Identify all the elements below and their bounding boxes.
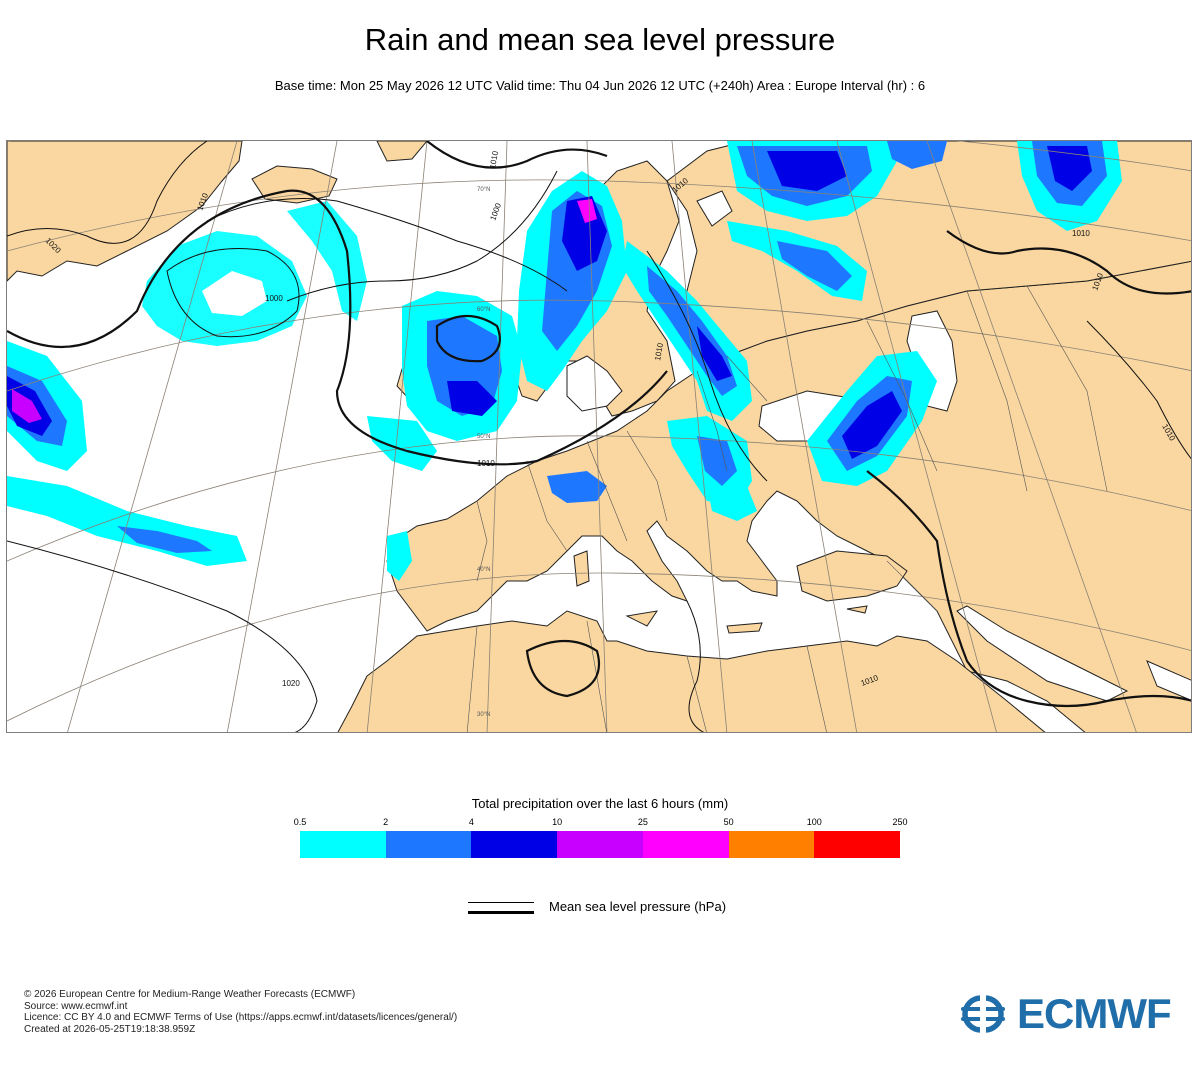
msl-line-thin — [468, 902, 534, 903]
precip-iceland-band — [287, 201, 367, 321]
isobar-thick-1010-north — [426, 141, 608, 169]
legend-swatch — [385, 831, 472, 858]
precip-greece — [707, 486, 757, 521]
footer-created: Created at 2026-05-25T19:18:38.959Z — [24, 1023, 196, 1035]
sea-caspian — [906, 310, 958, 412]
country-borders — [466, 285, 1108, 732]
map-svg: 1010 1010 1000 1010 1020 1000 1010 1010 … — [7, 141, 1191, 732]
land-crete — [726, 622, 763, 634]
precip-uk-low-navy — [447, 381, 497, 416]
footer-credits: © 2026 European Centre for Medium-Range … — [24, 989, 457, 1035]
legend-tick: 50 — [723, 817, 734, 827]
legend-tick: 0.5 — [293, 817, 307, 827]
isobar-label: 1000 — [488, 201, 503, 221]
legend-tick: 10 — [552, 817, 563, 827]
latitude-label: 50°N — [477, 434, 490, 440]
isobar-label: 1000 — [265, 294, 283, 303]
precip-ne-corner-navy — [1047, 146, 1092, 191]
precip-norway-magenta — [577, 199, 597, 223]
isobar-label: 1010 — [477, 459, 495, 468]
footer-licence: Licence: CC BY 4.0 and ECMWF Terms of Us… — [24, 1012, 458, 1023]
precip-russia-north-navy — [767, 151, 847, 191]
land-svalbard — [376, 141, 428, 162]
isobar-thin-1000 — [166, 248, 300, 338]
legend-swatch — [300, 831, 386, 858]
precip-nw-russia — [887, 141, 947, 169]
land-sicily — [625, 610, 659, 627]
precip-iberia-west — [387, 531, 412, 581]
ecmwf-logo-text: ECMWF — [1017, 990, 1172, 1037]
precipitation-layer — [7, 141, 1122, 581]
land-cyprus — [846, 605, 868, 614]
sea-white-sea — [696, 190, 733, 227]
legend-ticks: 0.5 2 4 10 25 50 100 250 — [294, 817, 908, 829]
legend-tick: 25 — [637, 817, 648, 827]
forecast-map[interactable]: 1010 1010 1000 1010 1020 1000 1010 1010 … — [6, 140, 1192, 733]
ecmwf-logo-icon — [961, 994, 1005, 1034]
legend-title: Total precipitation over the last 6 hour… — [471, 796, 729, 811]
latitude-label: 30°N — [477, 712, 490, 718]
land-iceland — [251, 165, 338, 204]
precip-atlantic-band — [7, 476, 247, 566]
legend-tick: 2 — [383, 817, 389, 827]
legend-tick: 250 — [892, 817, 908, 827]
legend-swatch — [728, 831, 815, 858]
latitude-label: 60°N — [477, 307, 490, 313]
precip-west-atlantic-magenta — [12, 389, 42, 423]
footer-source: Source: www.ecmwf.int — [24, 1000, 128, 1012]
isobar-thick-1010-ne — [946, 230, 1191, 295]
precip-alps — [547, 471, 607, 503]
legend-swatch — [814, 831, 901, 858]
legend-swatch — [471, 831, 558, 858]
footer-copyright: © 2026 European Centre for Medium-Range … — [24, 989, 356, 1000]
legend-tick: 100 — [806, 817, 822, 827]
isobar-thin-sahara — [686, 600, 705, 732]
precip-atlantic-low-inner — [202, 271, 267, 316]
isobars — [7, 141, 1191, 732]
graticule — [7, 141, 1191, 732]
sea-persian-gulf — [1146, 660, 1191, 701]
precip-balkans-blue — [697, 436, 737, 486]
legend-color-bar — [300, 831, 901, 858]
precip-channel — [367, 416, 437, 471]
isobar-thin-east — [646, 250, 768, 482]
isobar-thin-1010-central — [206, 198, 568, 292]
land-north-africa — [337, 610, 1046, 732]
chart-title: Rain and mean sea level pressure — [364, 22, 836, 57]
sea-red-sea — [956, 605, 1129, 702]
legend-swatch — [557, 831, 643, 858]
sea-baltic — [566, 355, 623, 412]
msl-legend-label: Mean sea level pressure (hPa) — [549, 899, 727, 914]
land-sardinia — [573, 550, 590, 587]
land-mainland-europe — [386, 260, 1191, 732]
isobar-thick-1010-west — [7, 189, 668, 466]
isobar-thin-far-east — [1086, 320, 1191, 460]
precip-eastern-europe-navy — [697, 326, 732, 381]
isobar-thick-africa — [525, 640, 601, 698]
precip-russia-central-blue — [777, 241, 852, 291]
isobar-label: 1010 — [1072, 229, 1090, 238]
isobar-thin-1020-south — [7, 540, 318, 732]
legend-swatch — [642, 831, 729, 858]
isobar-label: 1010 — [488, 150, 500, 170]
isobar-label: 1010 — [653, 342, 665, 362]
land-anatolia — [796, 550, 908, 602]
latitude-label: 40°N — [477, 567, 490, 573]
precip-atlantic-band-blue — [117, 526, 212, 553]
ecmwf-logo[interactable]: ECMWF — [953, 990, 1172, 1037]
precip-caucasus-navy — [842, 391, 902, 459]
isobar-thick-1010-se — [866, 470, 1191, 708]
latitude-label-group: 70°N 60°N 50°N 40°N 30°N — [477, 187, 490, 718]
isobar-thin-1020-atlantic — [7, 141, 208, 244]
latitude-label: 70°N — [477, 187, 490, 193]
land-greenland — [7, 141, 243, 282]
isobar-label: 1020 — [282, 679, 300, 688]
isobar-thick-uk-low — [435, 315, 501, 363]
chart-subtitle: Base time: Mon 25 May 2026 12 UTC Valid … — [274, 78, 926, 93]
legend-tick: 4 — [468, 817, 474, 827]
isobar-thin-1000-north — [286, 170, 558, 302]
msl-line-thick — [468, 911, 534, 914]
